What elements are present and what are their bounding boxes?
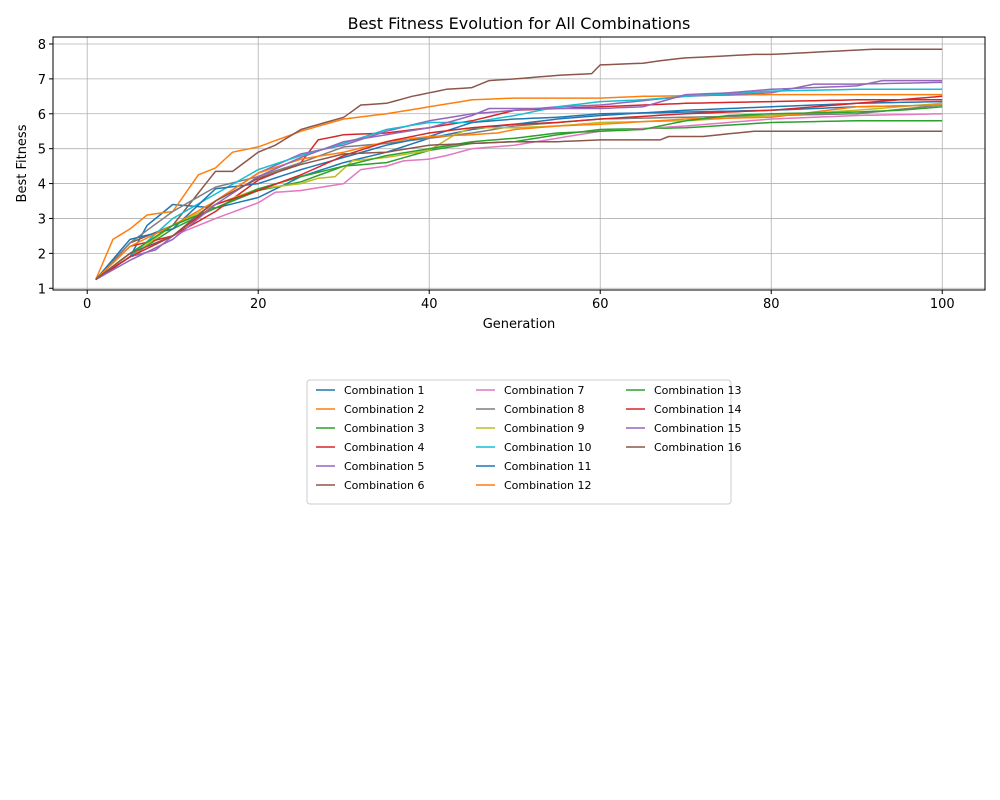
- y-tick-label: 8: [38, 38, 46, 53]
- legend-label: Combination 5: [344, 460, 424, 473]
- y-tick-label: 6: [38, 108, 46, 123]
- axis-ticks: 0 20 40 60 80 100 1 2 3 4 5 6 7 8: [38, 38, 955, 312]
- x-tick-label: 60: [592, 297, 609, 312]
- legend-label: Combination 10: [504, 441, 591, 454]
- x-tick-label: 0: [83, 297, 91, 312]
- x-tick-label: 80: [763, 297, 780, 312]
- legend-label: Combination 4: [344, 441, 424, 454]
- y-tick-label: 5: [38, 143, 46, 158]
- series-line-14: [95, 95, 943, 281]
- series-lines: [95, 48, 943, 281]
- legend-label: Combination 9: [504, 422, 584, 435]
- x-tick-label: 20: [250, 297, 267, 312]
- legend-label: Combination 12: [504, 479, 591, 492]
- y-axis-label: Best Fitness: [15, 124, 30, 202]
- legend-label: Combination 1: [344, 384, 424, 397]
- y-tick-label: 4: [38, 178, 46, 193]
- legend-label: Combination 15: [654, 422, 741, 435]
- legend-label: Combination 6: [344, 479, 424, 492]
- legend-label: Combination 8: [504, 403, 584, 416]
- plot-border: [52, 36, 986, 291]
- series-line-6: [95, 48, 943, 281]
- y-tick-label: 2: [38, 247, 46, 262]
- legend: Combination 1 Combination 2 Combination 3 C…: [306, 379, 741, 505]
- legend-box: [306, 379, 732, 505]
- legend-label: Combination 14: [654, 403, 741, 416]
- plot-area: [53, 37, 985, 290]
- x-tick-label: 40: [421, 297, 438, 312]
- chart-title: Best Fitness Evolution for All Combinati…: [348, 14, 691, 33]
- legend-label: Combination 13: [654, 384, 741, 397]
- y-tick-label: 7: [38, 73, 46, 88]
- legend-label: Combination 16: [654, 441, 741, 454]
- x-axis-label: Generation: [483, 317, 556, 332]
- series-line-16: [95, 130, 943, 281]
- legend-label: Combination 2: [344, 403, 424, 416]
- x-tick-label: 100: [930, 297, 955, 312]
- series-line-10: [95, 88, 943, 281]
- series-line-2: [95, 93, 943, 280]
- legend-label: Combination 3: [344, 422, 424, 435]
- legend-label: Combination 7: [504, 384, 584, 397]
- series-line-15: [95, 79, 943, 281]
- legend-label: Combination 11: [504, 460, 591, 473]
- y-tick-label: 1: [38, 282, 46, 297]
- series-line-7: [95, 113, 943, 281]
- series-line-13: [95, 106, 943, 281]
- y-tick-label: 3: [38, 212, 46, 227]
